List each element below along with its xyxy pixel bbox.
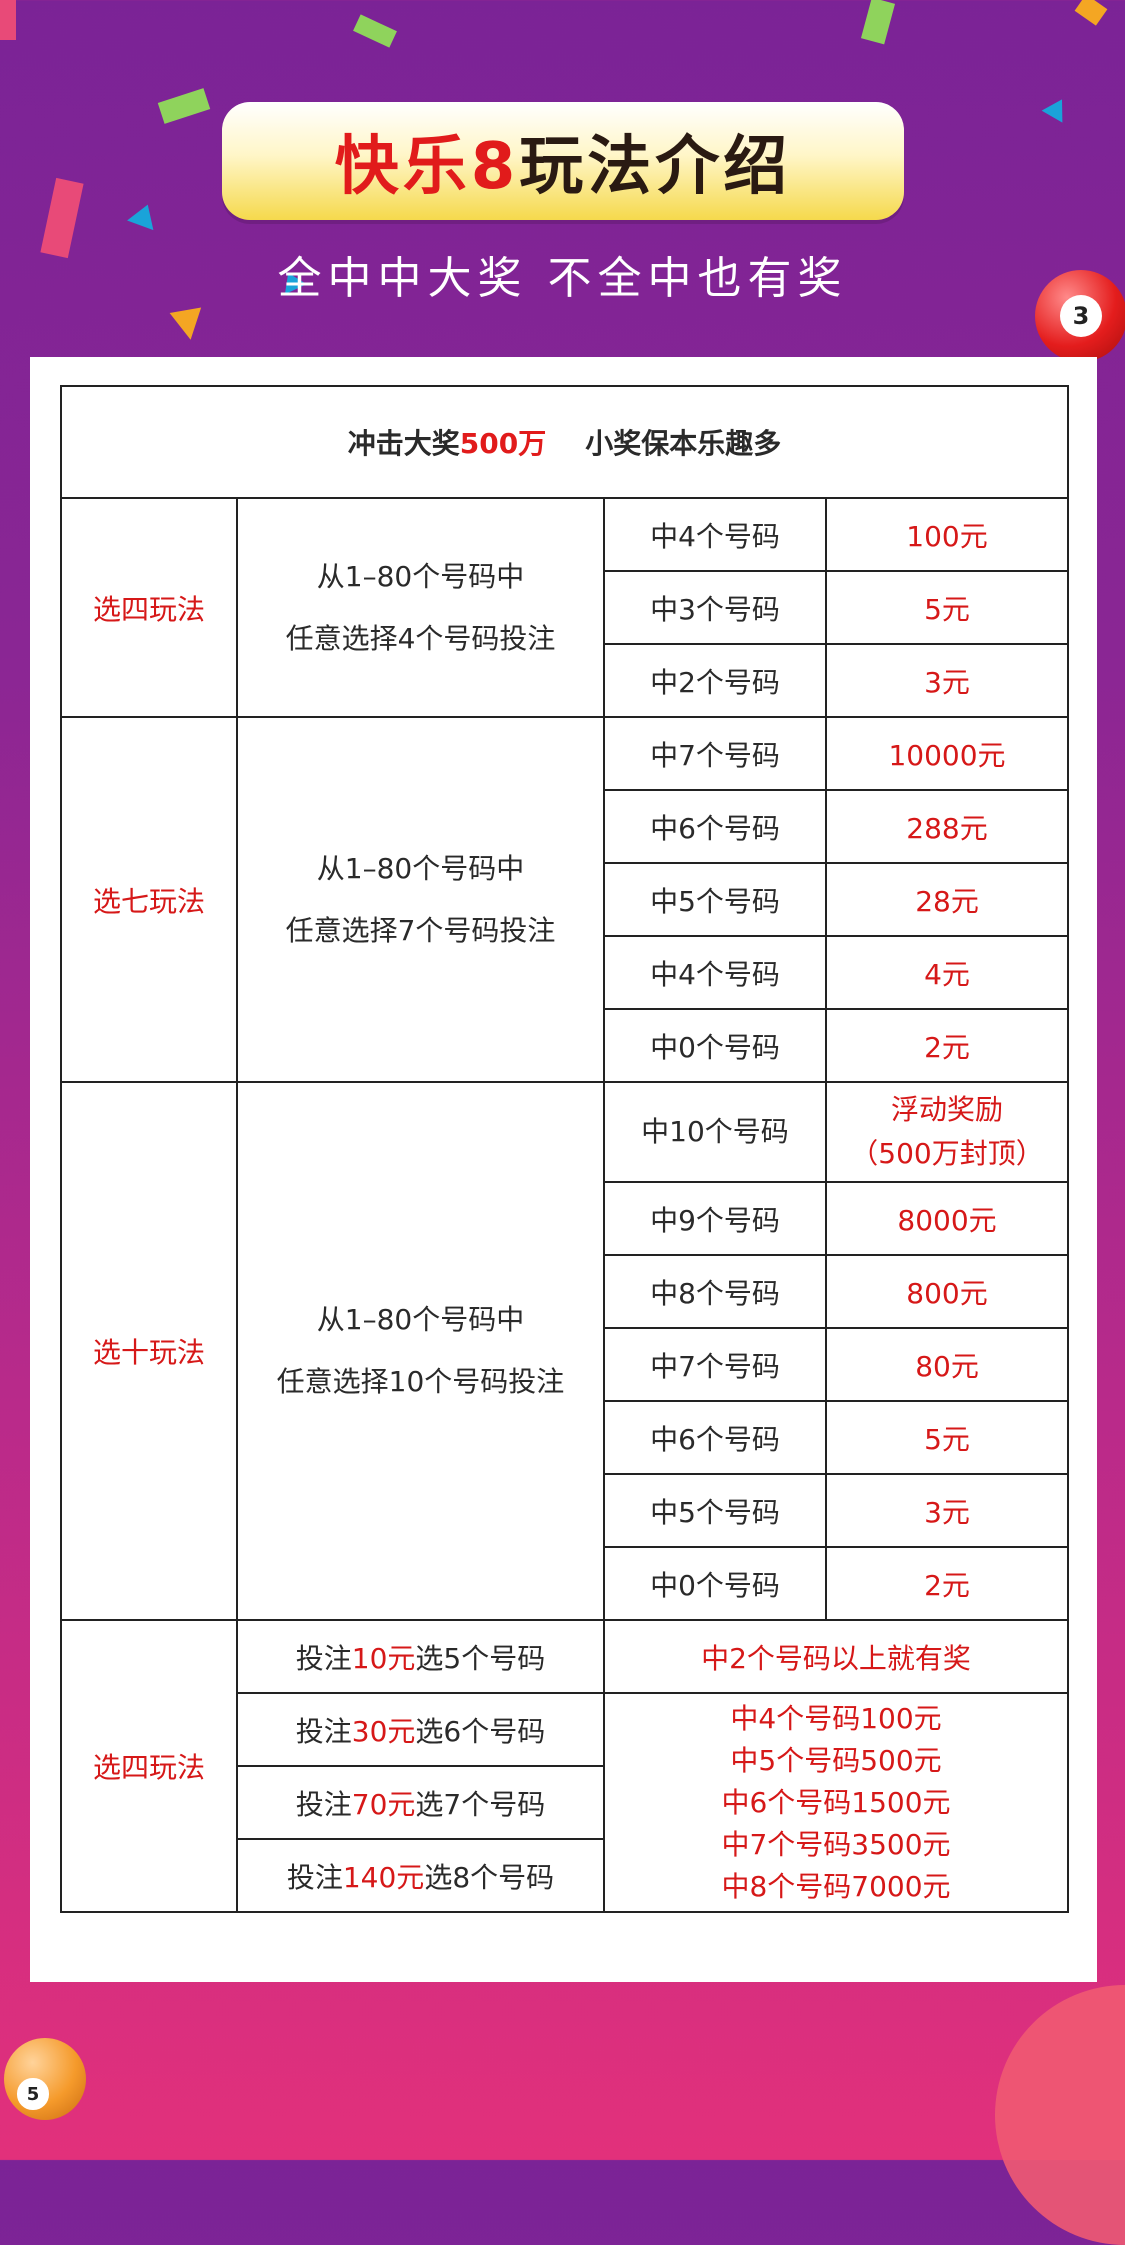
match-count: 中9个号码 (603, 1181, 827, 1256)
ball-number: 3 (1059, 294, 1103, 338)
page-subtitle: 全中中大奖 不全中也有奖 (277, 253, 848, 304)
bet-option: 投注10元选5个号码 (236, 1619, 605, 1694)
play-description: 从1–80个号码中 任意选择10个号码投注 (236, 1081, 605, 1621)
table-headline: 冲击大奖500万 小奖保本乐趣多 (59, 385, 1070, 499)
prize-amount: 浮动奖励 （500万封顶） (824, 1081, 1070, 1183)
confetti-piece (169, 307, 207, 343)
prize-amount: 3元 (824, 643, 1070, 718)
prize-amount: 288元 (824, 789, 1070, 864)
confetti-piece (127, 199, 161, 231)
prize-amount: 3元 (824, 1473, 1070, 1548)
match-count: 中5个号码 (603, 862, 827, 937)
prize-amount: 4元 (824, 935, 1070, 1010)
prize-amount: 28元 (824, 862, 1070, 937)
play-description: 从1–80个号码中 任意选择7个号码投注 (236, 716, 605, 1083)
prize-amount: 8000元 (824, 1181, 1070, 1256)
play-type-name: 选十玩法 (60, 1081, 238, 1621)
match-count: 中3个号码 (603, 570, 827, 645)
match-count: 中6个号码 (603, 1400, 827, 1475)
title-banner: 快乐8玩法介绍 (222, 102, 904, 220)
rules-card: 冲击大奖500万 小奖保本乐趣多 选四玩法 从1–80个号码中 任意选择4个号码投… (30, 357, 1097, 1982)
lottery-ball-icon: 5 (4, 2038, 86, 2120)
play-type-name: 选七玩法 (60, 716, 238, 1083)
prize-amount: 2元 (824, 1008, 1070, 1083)
match-count: 中10个号码 (603, 1081, 827, 1183)
play-description: 从1–80个号码中 任意选择4个号码投注 (236, 497, 605, 718)
bet-option: 投注30元选6个号码 (236, 1692, 605, 1767)
prize-summary: 中2个号码以上就有奖 (602, 1619, 1070, 1694)
confetti-piece (860, 0, 896, 45)
prize-amount: 5元 (824, 1400, 1070, 1475)
match-count: 中7个号码 (603, 1327, 827, 1402)
prize-table: 冲击大奖500万 小奖保本乐趣多 选四玩法 从1–80个号码中 任意选择4个号码投… (59, 385, 1070, 1913)
match-count: 中0个号码 (603, 1008, 827, 1083)
match-count: 中7个号码 (603, 716, 827, 791)
ball-number: 5 (17, 2078, 49, 2110)
confetti-piece (0, 0, 16, 40)
prize-list: 中4个号码100元 中5个号码500元 中6个号码1500元 中7个号码3500… (602, 1692, 1070, 1913)
prize-amount: 100元 (824, 497, 1070, 572)
bet-option: 投注70元选7个号码 (236, 1765, 605, 1840)
match-count: 中0个号码 (603, 1546, 827, 1621)
prize-amount: 5元 (824, 570, 1070, 645)
match-count: 中4个号码 (603, 935, 827, 1010)
play-type-name: 选四玩法 (60, 497, 238, 718)
decorative-circle (995, 1985, 1125, 2245)
match-count: 中6个号码 (603, 789, 827, 864)
match-count: 中5个号码 (603, 1473, 827, 1548)
play-type-name: 选四玩法 (60, 1619, 238, 1913)
lottery-ball-icon: 3 (1035, 270, 1125, 362)
prize-amount: 10000元 (824, 716, 1070, 791)
confetti-piece (157, 88, 211, 124)
confetti-piece (1041, 93, 1073, 123)
confetti-piece (1074, 0, 1108, 26)
page-title: 快乐8玩法介绍 (334, 130, 792, 204)
bet-option: 投注140元选8个号码 (236, 1838, 605, 1913)
match-count: 中8个号码 (603, 1254, 827, 1329)
prize-amount: 80元 (824, 1327, 1070, 1402)
confetti-piece (353, 14, 397, 48)
prize-amount: 2元 (824, 1546, 1070, 1621)
match-count: 中4个号码 (603, 497, 827, 572)
match-count: 中2个号码 (603, 643, 827, 718)
prize-amount: 800元 (824, 1254, 1070, 1329)
